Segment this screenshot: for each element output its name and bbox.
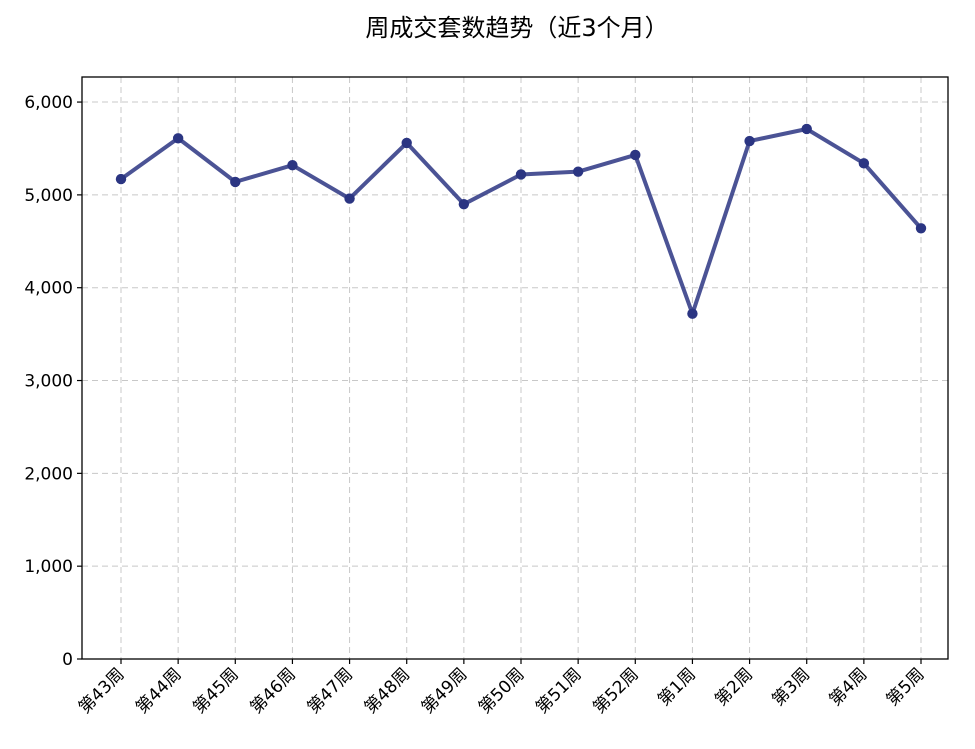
plot-frame [81,76,949,660]
data-point [801,123,812,135]
y-tick-label: 0 [62,650,73,670]
data-point [858,158,870,169]
x-axis: 第43周 第44周 第45周 第46周 第47周 第48周 第49周 第50周 第51周 第52周… [75,659,929,718]
data-point [287,159,298,171]
x-tick-label: 第49周 [418,664,471,717]
x-tick-label: 第1周 [654,664,700,710]
chart-title: 周成交套数趋势（近3个月） [365,14,668,42]
y-tick-label: 4,000 [24,279,73,299]
data-point [115,173,127,185]
x-tick-label: 第3周 [768,664,814,710]
x-tick-label: 第46周 [246,664,299,717]
series-layer [115,123,927,319]
y-axis: 0 1,000 2,000 3,000 4,000 5,000 6,000 [24,93,82,670]
data-point [458,198,470,210]
data-point [401,137,412,149]
data-point [344,193,355,204]
x-tick-label: 第44周 [132,664,185,717]
grid-layer [82,77,948,660]
x-tick-label: 第2周 [711,664,757,710]
y-tick-label: 2,000 [24,464,73,484]
data-point [172,133,184,144]
y-tick-label: 6,000 [24,93,73,113]
data-point [572,166,584,177]
data-point [630,149,641,161]
data-point [744,135,755,147]
x-tick-label: 第52周 [589,664,642,717]
data-point [915,223,927,234]
data-point [687,308,698,319]
plot-area-border [81,76,949,660]
x-tick-label: 第5周 [883,664,929,710]
x-tick-label: 第45周 [189,664,242,717]
y-tick-label: 3,000 [24,372,73,392]
x-tick-label: 第47周 [304,664,357,717]
y-tick-label: 1,000 [24,557,73,577]
x-tick-label: 第50周 [475,664,528,717]
y-tick-label: 5,000 [24,186,73,206]
x-tick-label: 第43周 [75,664,128,717]
data-point [515,169,527,180]
data-point [230,176,241,188]
x-tick-label: 第48周 [361,664,414,717]
x-tick-label: 第4周 [826,664,872,710]
x-tick-label: 第51周 [532,664,585,717]
